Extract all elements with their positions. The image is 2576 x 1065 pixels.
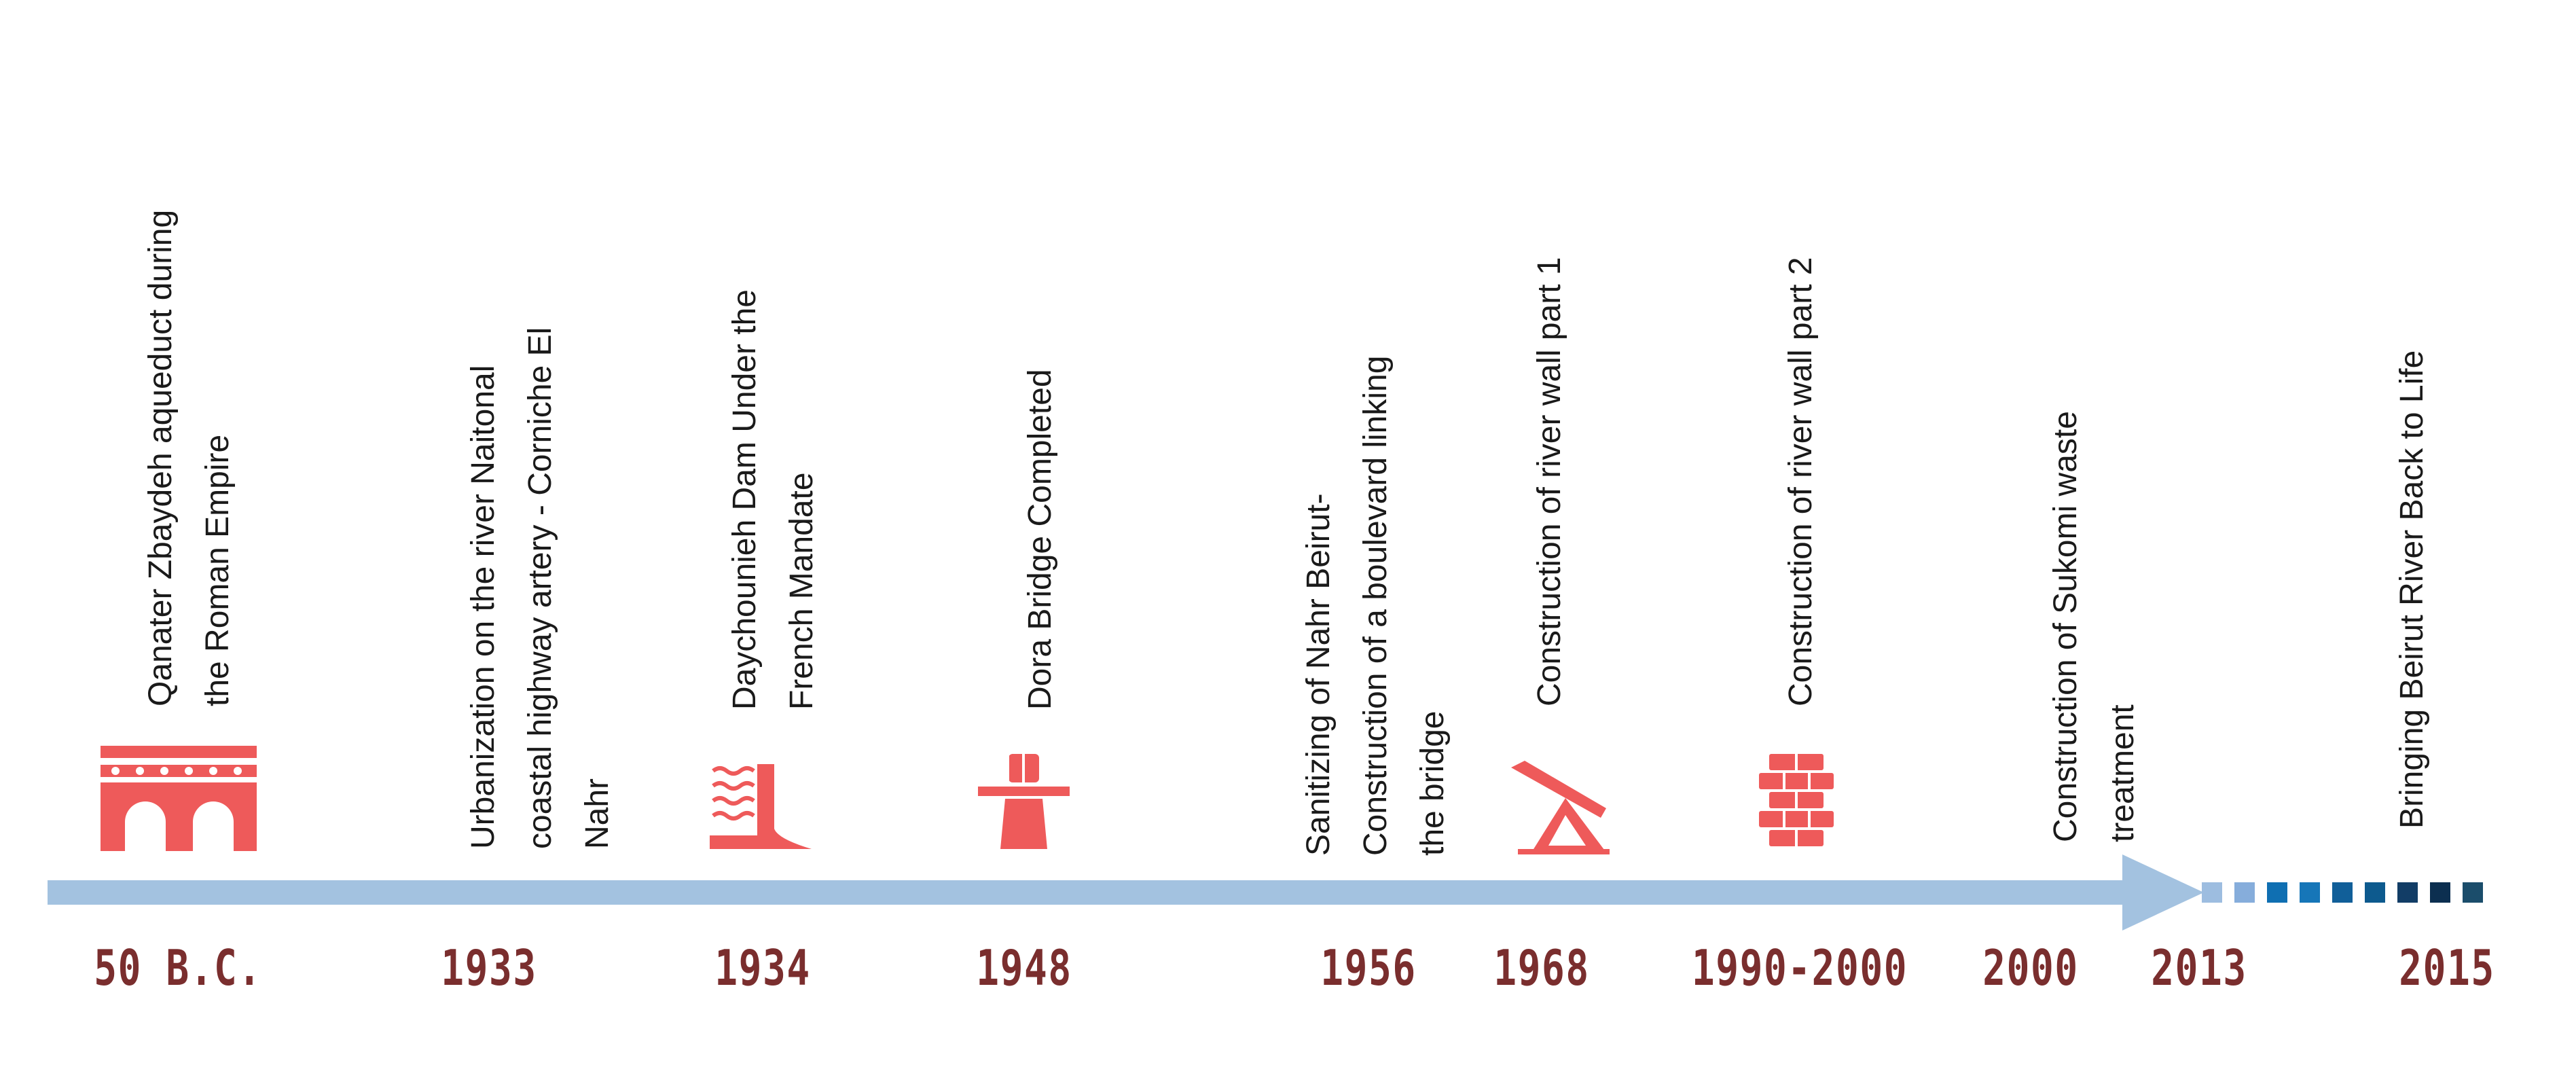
event-description: Construction of a boulevard linking (1358, 355, 1394, 856)
event-description: Sanitizing of Nahr Beirut- (1301, 493, 1337, 856)
year-label: 1933 (441, 939, 537, 996)
event-description: the bridge (1415, 710, 1451, 856)
dot-marker (2430, 882, 2450, 903)
event-description: Qanater Zbaydeh aqueduct during (143, 209, 179, 706)
event-description: Nahr (579, 778, 615, 849)
brick-wall-icon (1759, 754, 1834, 846)
bridge-icon (978, 754, 1070, 849)
event-description: Construction of Sukomi waste (2048, 411, 2084, 842)
aqueduct-icon (101, 746, 257, 851)
dot-marker (2463, 882, 2483, 903)
event-description: Dora Bridge Completed (1022, 369, 1058, 710)
event-description: treatment (2105, 704, 2141, 842)
event-description: French Mandate (784, 472, 820, 710)
dot-marker (2300, 882, 2320, 903)
event-description: Daychounieh Dam Under the (727, 289, 763, 710)
event-description: Urbanization on the river Naitonal (465, 365, 501, 849)
dot-marker (2397, 882, 2418, 903)
event-description: coastal highway artery - Corniche El (522, 327, 558, 849)
event-description: Construction of river wall part 1 (1531, 257, 1567, 706)
dam-icon (710, 764, 812, 849)
dot-marker (2332, 882, 2353, 903)
year-label: 1934 (714, 939, 811, 996)
timeline-arrow-head (2122, 854, 2204, 931)
dot-marker (2267, 882, 2287, 903)
timeline-arrow-shaft (48, 880, 2133, 905)
year-label: 1990-2000 (1691, 939, 1908, 996)
year-label: 2000 (1982, 939, 2079, 996)
year-label: 2013 (2151, 939, 2247, 996)
event-description: Bringing Beirut River Back to Life (2394, 350, 2430, 829)
dot-marker (2234, 882, 2255, 903)
future-dotted-line (2202, 882, 2483, 903)
event-description: Construction of river wall part 2 (1783, 257, 1819, 706)
year-label: 1948 (976, 939, 1072, 996)
year-label: 2015 (2399, 939, 2495, 996)
year-label: 50 B.C. (94, 939, 262, 996)
dot-marker (2202, 882, 2222, 903)
dot-marker (2365, 882, 2385, 903)
crane-icon (1511, 761, 1610, 854)
year-label: 1968 (1493, 939, 1590, 996)
event-description: the Roman Empire (200, 434, 236, 706)
year-label: 1956 (1320, 939, 1417, 996)
